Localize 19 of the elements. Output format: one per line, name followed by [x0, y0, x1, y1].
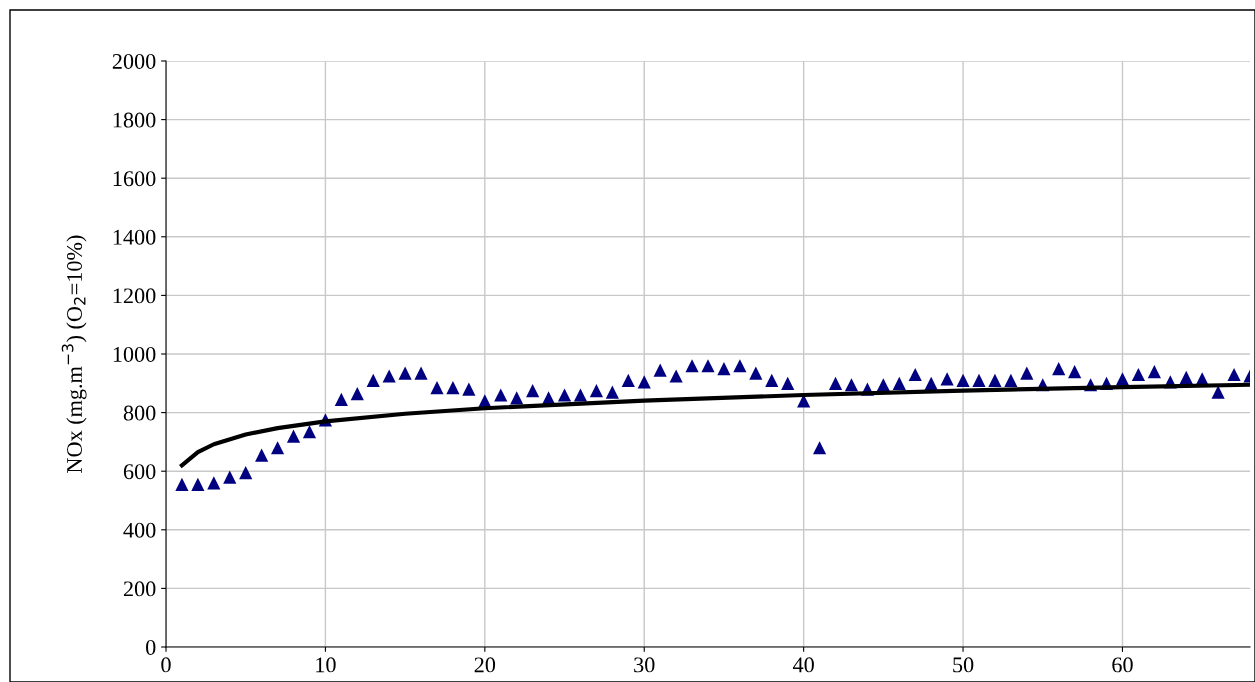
x-tick-label: 20: [474, 657, 496, 673]
y-tick-label: 800: [123, 405, 156, 421]
y-tick-label: 1600: [113, 171, 156, 187]
x-tick-label: 60: [1112, 657, 1133, 673]
y-axis-title: NOx (mg.m$^{−3}$) (O$_{2}$=10%): [61, 235, 87, 473]
y-tick-label: 2000: [112, 53, 156, 69]
x-tick-label: 50: [953, 657, 974, 673]
x-tick-label: 10: [316, 657, 336, 673]
y-tick-label: 1200: [113, 288, 156, 304]
x-tick-label: 30: [634, 657, 655, 673]
y-tick-label: 1400: [113, 229, 156, 245]
y-tick-label: 1800: [113, 112, 156, 128]
x-tick-label: 40: [792, 657, 814, 673]
x-tick-label: 0: [161, 657, 171, 673]
y-tick-label: 600: [123, 464, 156, 480]
y-tick-label: 200: [123, 581, 156, 597]
y-tick-label: 0: [146, 639, 156, 655]
y-tick-label: 1000: [113, 346, 156, 362]
y-tick-label: 400: [123, 522, 156, 538]
